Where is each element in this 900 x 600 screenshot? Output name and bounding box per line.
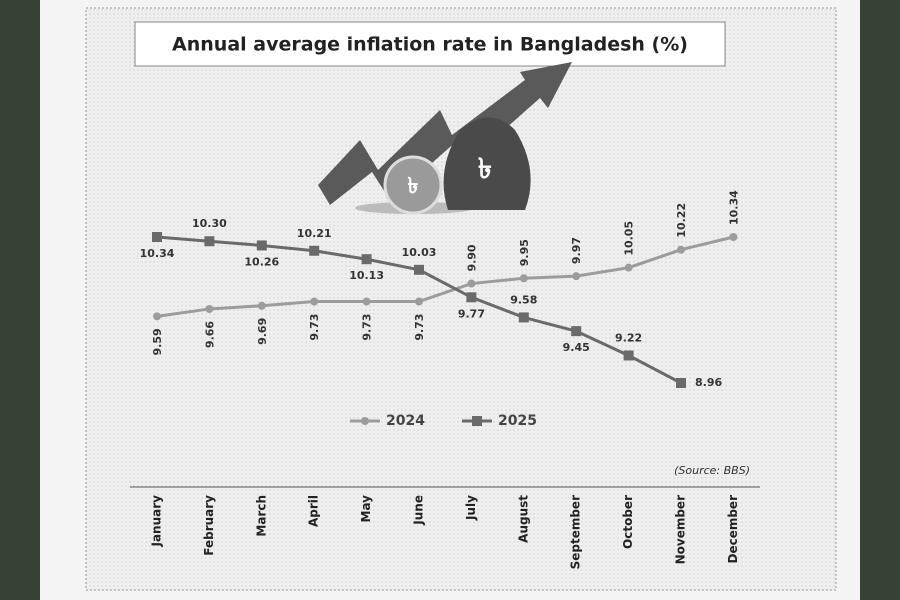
point	[414, 264, 424, 275]
x-tick-label: July	[464, 495, 478, 521]
point	[309, 245, 320, 256]
data-label: 9.58	[510, 293, 537, 306]
data-label: 9.97	[570, 237, 583, 264]
series-line	[156, 235, 734, 318]
data-label: 10.03	[402, 246, 437, 259]
data-label: 9.73	[413, 314, 426, 341]
x-tick-label: February	[202, 495, 216, 556]
x-tick-label: October	[621, 495, 635, 549]
data-label: 10.34	[140, 247, 175, 260]
point	[256, 240, 267, 251]
legend-marker	[472, 416, 482, 426]
point	[676, 378, 686, 388]
x-tick-label: January	[150, 495, 164, 548]
svg-text:৳: ৳	[478, 152, 492, 185]
x-tick-label: November	[674, 495, 688, 564]
x-tick-label: August	[516, 495, 530, 543]
x-tick-label: March	[254, 495, 268, 537]
point	[623, 350, 634, 361]
svg-text:৳: ৳	[408, 174, 419, 199]
data-label: 10.13	[349, 269, 384, 282]
data-label: 10.26	[244, 255, 279, 268]
point	[257, 301, 266, 310]
legend-label: 2024	[386, 413, 425, 429]
data-label: 9.59	[151, 328, 164, 355]
data-label: 10.05	[623, 221, 636, 256]
point	[415, 297, 423, 306]
data-label: 9.22	[615, 331, 642, 344]
point	[362, 297, 371, 306]
data-label: 9.45	[563, 341, 590, 354]
x-tick-label: September	[569, 495, 583, 569]
point	[466, 292, 477, 303]
title-box	[134, 21, 726, 67]
point	[205, 304, 214, 313]
point	[153, 312, 161, 321]
x-tick-label: April	[307, 495, 321, 527]
point	[518, 312, 529, 323]
chart-area	[85, 7, 837, 591]
point	[467, 279, 476, 288]
legend-label: 2025	[498, 413, 537, 429]
point	[310, 297, 319, 306]
point	[677, 245, 685, 254]
illustration: ৳ ৳	[318, 62, 572, 215]
point	[572, 272, 581, 281]
source-note: (Source: BBS)	[674, 464, 750, 477]
x-tick-label: June	[412, 495, 426, 526]
point	[152, 232, 162, 242]
legend-marker	[361, 417, 369, 425]
data-label: 9.77	[458, 307, 485, 320]
chart-title: Annual average inflation rate in Banglad…	[172, 34, 688, 56]
data-label: 10.30	[192, 217, 227, 230]
x-tick-label: May	[359, 495, 373, 523]
point	[519, 274, 528, 283]
data-label: 10.21	[297, 227, 332, 240]
data-label: 10.22	[675, 203, 688, 238]
point	[204, 236, 215, 247]
point	[361, 254, 372, 265]
data-label: 9.73	[361, 314, 374, 341]
data-label: 8.96	[695, 376, 722, 389]
data-label: 9.73	[308, 314, 321, 341]
data-label: 10.34	[727, 190, 740, 225]
point	[571, 326, 582, 337]
x-tick-label: December	[726, 495, 740, 564]
data-label: 9.66	[203, 321, 216, 348]
data-label: 9.69	[256, 318, 269, 345]
data-label: 9.90	[465, 244, 478, 271]
point	[729, 233, 738, 241]
point	[624, 263, 633, 272]
data-label: 9.95	[518, 239, 531, 266]
